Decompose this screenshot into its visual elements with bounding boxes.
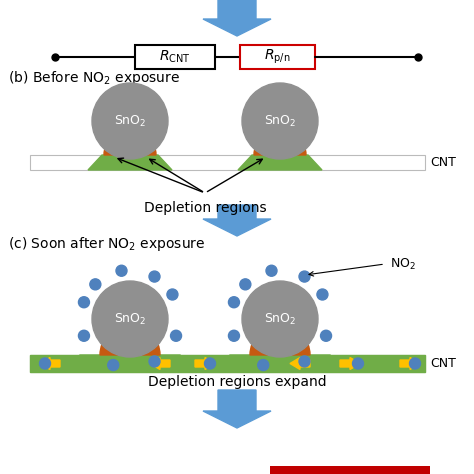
Circle shape xyxy=(39,358,51,369)
Circle shape xyxy=(299,356,310,367)
Circle shape xyxy=(204,358,216,369)
Wedge shape xyxy=(254,129,306,155)
FancyBboxPatch shape xyxy=(240,45,315,69)
FancyArrow shape xyxy=(121,335,138,353)
FancyBboxPatch shape xyxy=(30,155,425,170)
Text: CNT: CNT xyxy=(430,156,456,169)
FancyArrow shape xyxy=(290,357,310,370)
Text: SnO$_2$: SnO$_2$ xyxy=(114,113,146,128)
Circle shape xyxy=(242,281,318,357)
Text: $R_\mathrm{CNT}$: $R_\mathrm{CNT}$ xyxy=(159,49,191,65)
Circle shape xyxy=(317,289,328,300)
Text: (c) Soon after NO$_2$ exposure: (c) Soon after NO$_2$ exposure xyxy=(8,235,205,253)
Circle shape xyxy=(353,358,364,369)
FancyArrow shape xyxy=(272,335,289,353)
Text: Depletion regions expand: Depletion regions expand xyxy=(148,375,326,389)
Circle shape xyxy=(266,265,277,276)
Text: NO$_2$: NO$_2$ xyxy=(390,256,416,272)
Circle shape xyxy=(92,281,168,357)
FancyArrow shape xyxy=(40,357,60,370)
FancyArrow shape xyxy=(400,357,420,370)
Text: SnO$_2$: SnO$_2$ xyxy=(264,311,296,327)
Circle shape xyxy=(79,297,90,308)
Circle shape xyxy=(90,279,101,290)
Polygon shape xyxy=(88,155,172,170)
Circle shape xyxy=(149,271,160,282)
Circle shape xyxy=(258,360,269,371)
Circle shape xyxy=(108,360,119,371)
Circle shape xyxy=(320,330,331,341)
Text: SnO$_2$: SnO$_2$ xyxy=(114,311,146,327)
Polygon shape xyxy=(203,205,271,236)
Circle shape xyxy=(410,358,420,369)
Circle shape xyxy=(79,330,90,341)
Circle shape xyxy=(228,330,239,341)
Text: SnO$_2$: SnO$_2$ xyxy=(264,113,296,128)
Circle shape xyxy=(116,265,127,276)
Text: CNT: CNT xyxy=(430,357,456,370)
Circle shape xyxy=(167,289,178,300)
Wedge shape xyxy=(104,129,156,155)
FancyArrow shape xyxy=(150,357,170,370)
Circle shape xyxy=(228,297,239,308)
Wedge shape xyxy=(250,325,310,355)
Circle shape xyxy=(149,356,160,367)
Polygon shape xyxy=(58,355,202,372)
Circle shape xyxy=(240,279,251,290)
Text: $R_\mathrm{p/n}$: $R_\mathrm{p/n}$ xyxy=(264,48,291,66)
Text: Depletion regions: Depletion regions xyxy=(144,201,266,215)
Circle shape xyxy=(242,83,318,159)
Polygon shape xyxy=(203,0,271,36)
Polygon shape xyxy=(30,355,425,372)
Circle shape xyxy=(171,330,182,341)
Circle shape xyxy=(92,83,168,159)
FancyArrow shape xyxy=(340,357,360,370)
FancyBboxPatch shape xyxy=(30,355,425,372)
Polygon shape xyxy=(203,390,271,428)
FancyBboxPatch shape xyxy=(270,466,430,474)
Wedge shape xyxy=(100,325,160,355)
FancyBboxPatch shape xyxy=(135,45,215,69)
FancyArrow shape xyxy=(195,357,215,370)
Circle shape xyxy=(299,271,310,282)
Polygon shape xyxy=(208,355,352,372)
Text: (b) Before NO$_2$ exposure: (b) Before NO$_2$ exposure xyxy=(8,69,180,87)
Polygon shape xyxy=(238,155,322,170)
